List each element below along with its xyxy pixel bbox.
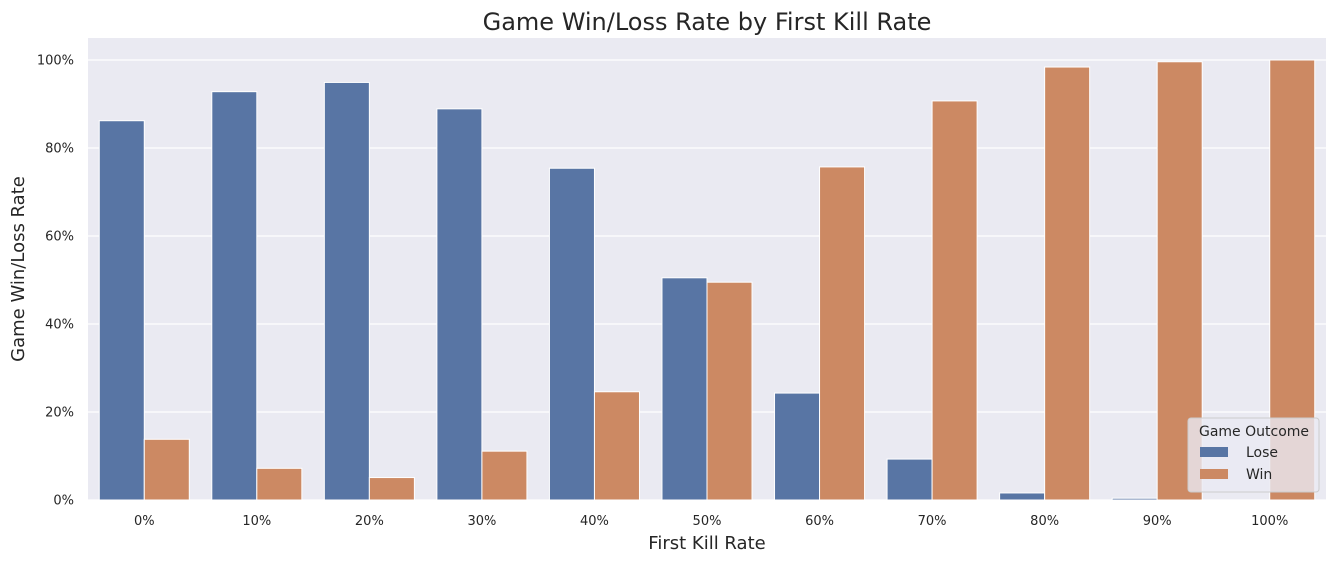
y-tick-label: 60% xyxy=(45,230,74,245)
x-tick-label: 40% xyxy=(580,514,609,529)
bar-win-0 xyxy=(143,438,190,501)
x-tick-label: 30% xyxy=(467,514,496,529)
legend: Game Outcome Lose Win xyxy=(1187,417,1320,493)
x-tick-label: 90% xyxy=(1143,514,1172,529)
bar-win-4 xyxy=(593,391,640,501)
y-tick-label: 20% xyxy=(45,406,74,421)
y-tick-label: 80% xyxy=(45,142,74,157)
bar-lose-8 xyxy=(999,492,1046,501)
bar-win-2 xyxy=(368,477,415,501)
x-tick-label: 50% xyxy=(693,514,722,529)
legend-swatch-win xyxy=(1200,469,1228,479)
bar-win-8 xyxy=(1044,66,1091,501)
x-tick-label: 0% xyxy=(134,514,155,529)
bar-win-1 xyxy=(256,467,303,501)
y-axis-ticks: 0% 20% 40% 60% 80% 100% xyxy=(37,54,74,509)
bar-lose-4 xyxy=(548,167,595,501)
bar-lose-2 xyxy=(323,81,370,501)
bar-lose-9 xyxy=(1111,497,1158,501)
x-axis-ticks: 0% 10% 20% 30% 40% 50% 60% 70% 80% 90% 100% xyxy=(134,514,1288,529)
x-tick-label: 10% xyxy=(242,514,271,529)
bar-lose-7 xyxy=(886,458,933,501)
bar-lose-0 xyxy=(98,120,145,501)
legend-swatch-lose xyxy=(1200,447,1228,457)
bar-lose-5 xyxy=(661,277,708,501)
x-tick-label: 100% xyxy=(1251,514,1288,529)
bar-lose-6 xyxy=(774,392,821,501)
y-tick-label: 40% xyxy=(45,318,74,333)
bar-win-6 xyxy=(819,166,866,501)
x-tick-label: 60% xyxy=(805,514,834,529)
bar-lose-1 xyxy=(211,91,258,501)
x-tick-label: 20% xyxy=(355,514,384,529)
x-axis-title: First Kill Rate xyxy=(648,533,765,554)
legend-label-lose: Lose xyxy=(1246,445,1278,461)
y-tick-label: 0% xyxy=(53,494,74,509)
y-axis-title: Game Win/Loss Rate xyxy=(8,176,29,362)
legend-label-win: Win xyxy=(1246,467,1272,483)
chart-title: Game Win/Loss Rate by First Kill Rate xyxy=(483,8,932,36)
x-tick-label: 80% xyxy=(1030,514,1059,529)
bar-win-5 xyxy=(706,281,753,501)
legend-title: Game Outcome xyxy=(1199,424,1309,440)
x-tick-label: 70% xyxy=(918,514,947,529)
bar-win-3 xyxy=(481,450,528,501)
y-tick-label: 100% xyxy=(37,54,74,69)
bar-win-7 xyxy=(931,100,978,501)
bar-lose-3 xyxy=(436,108,483,501)
